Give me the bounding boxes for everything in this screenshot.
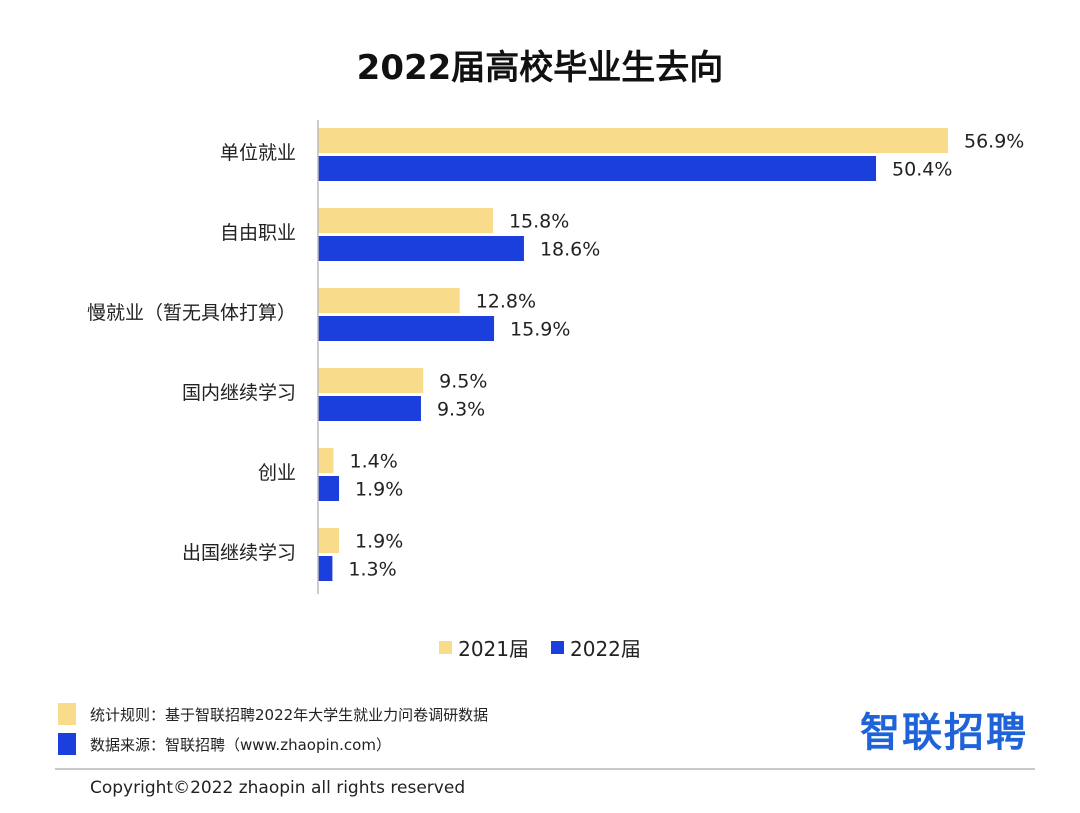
note-text-source: 数据来源：智联招聘（www.zhaopin.com）	[90, 735, 391, 754]
bar-2022-0	[318, 156, 877, 181]
category-label-2: 慢就业（暂无具体打算）	[87, 302, 296, 324]
bar-2022-3	[318, 396, 421, 421]
copyright-text: Copyright©2022 zhaopin all rights reserv…	[90, 778, 466, 798]
note-swatch-yellow	[58, 703, 76, 725]
data-label-2021-4: 1.4%	[350, 451, 398, 473]
legend-item-2021: 2021届	[439, 633, 529, 662]
note-data-source: 数据来源：智联招聘（www.zhaopin.com）	[58, 733, 391, 755]
category-label-0: 单位就业	[220, 142, 296, 164]
bar-2021-3	[318, 368, 424, 393]
note-text-rule: 统计规则：基于智联招聘2022年大学生就业力问卷调研数据	[90, 705, 489, 724]
bar-2022-5	[318, 556, 333, 581]
footer-divider	[55, 768, 1035, 770]
bar-2022-4	[318, 476, 340, 501]
zhaopin-logo: 智联招聘	[860, 710, 1028, 756]
legend-swatch-2021	[439, 641, 453, 654]
bar-2021-5	[318, 528, 340, 553]
legend-label-2022: 2022届	[570, 637, 641, 661]
legend-label-2021: 2021届	[458, 637, 529, 661]
bar-2022-2	[318, 316, 495, 341]
note-statistics-rule: 统计规则：基于智联招聘2022年大学生就业力问卷调研数据	[58, 703, 488, 725]
data-label-2022-0: 50.4%	[892, 159, 952, 181]
data-label-2022-1: 18.6%	[540, 239, 600, 261]
data-label-2022-3: 9.3%	[437, 399, 485, 421]
category-label-1: 自由职业	[220, 222, 296, 244]
data-label-2021-0: 56.9%	[964, 131, 1024, 153]
legend-swatch-2022	[551, 641, 564, 654]
bar-2022-1	[318, 236, 524, 261]
bar-2021-0	[318, 128, 948, 153]
data-label-2021-2: 12.8%	[476, 291, 536, 313]
data-label-2021-3: 9.5%	[439, 371, 487, 393]
note-swatch-blue	[58, 733, 76, 755]
category-label-4: 创业	[258, 462, 296, 484]
data-label-2022-2: 15.9%	[510, 319, 570, 341]
chart-title: 2022届高校毕业生去向	[356, 48, 724, 88]
data-label-2021-1: 15.8%	[509, 211, 569, 233]
bar-2021-1	[318, 208, 493, 233]
category-label-3: 国内继续学习	[182, 382, 296, 404]
category-label-5: 出国继续学习	[182, 542, 296, 564]
data-label-2022-5: 1.3%	[348, 559, 396, 581]
legend-item-2022: 2022届	[551, 633, 641, 662]
bar-2021-2	[318, 288, 460, 313]
bar-2021-4	[318, 448, 334, 473]
chart-legend: 2021届 2022届	[0, 633, 1080, 662]
data-label-2021-5: 1.9%	[355, 531, 403, 553]
data-label-2022-4: 1.9%	[355, 479, 403, 501]
bar-chart: 单位就业 56.9% 50.4% 自由职业 15.8% 18.6% 慢就业（暂无具体打算） 1…	[87, 120, 1024, 594]
